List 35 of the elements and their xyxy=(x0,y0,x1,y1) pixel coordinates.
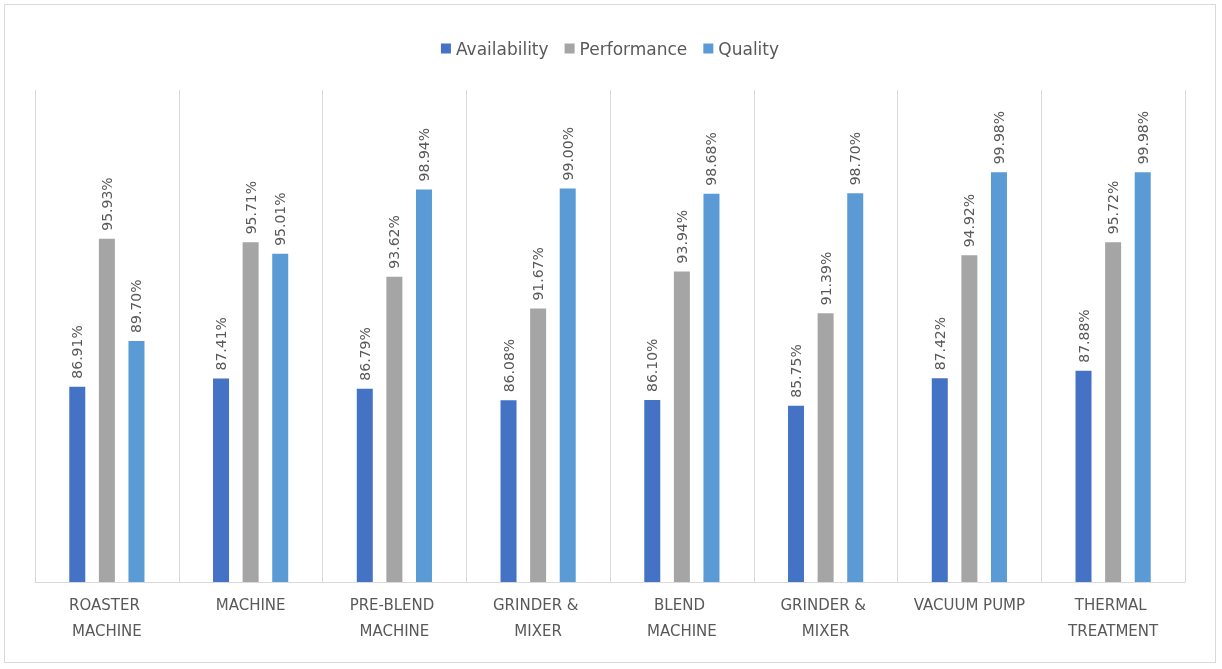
x-tick-label: MACHINE xyxy=(215,596,286,614)
data-label: 95.93% xyxy=(98,177,115,231)
data-label: 86.79% xyxy=(356,327,373,381)
data-label: 85.75% xyxy=(788,344,805,398)
data-label: 93.62% xyxy=(386,215,403,269)
data-label: 87.41% xyxy=(213,317,230,371)
data-label: 86.91% xyxy=(69,325,86,379)
data-label: 98.70% xyxy=(847,131,864,186)
x-tick-label: GRINDER & MIXER xyxy=(780,596,871,640)
data-label: 98.94% xyxy=(415,127,432,182)
data-label: 95.01% xyxy=(272,192,289,246)
legend-label: Availability xyxy=(455,38,549,59)
data-label: 93.94% xyxy=(673,209,690,264)
data-label: 99.98% xyxy=(990,110,1007,165)
x-tick-label: GRINDER & MIXER xyxy=(492,596,584,640)
data-label: 98.68% xyxy=(703,132,720,186)
data-label: 95.72% xyxy=(1105,180,1122,235)
x-tick-label: BLEND MACHINE xyxy=(646,596,717,640)
legend-label: Quality xyxy=(718,38,780,59)
x-tick-label: THERMAL TREATMENT xyxy=(1067,596,1160,640)
data-label: 91.67% xyxy=(530,247,547,301)
data-label: 91.39% xyxy=(817,251,834,306)
data-label: 99.00% xyxy=(559,127,576,181)
x-tick-label: VACUUM PUMP xyxy=(913,596,1026,614)
data-label: 87.88% xyxy=(1075,309,1092,363)
data-label: 89.70% xyxy=(128,279,145,333)
data-label: 94.92% xyxy=(961,193,978,248)
legend-label: Performance xyxy=(579,38,688,59)
data-label: 86.08% xyxy=(500,338,517,393)
x-tick-label: PRE-BLEND MACHINE xyxy=(349,596,440,640)
data-label: 87.42% xyxy=(931,316,948,371)
data-label: 86.10% xyxy=(644,338,661,392)
x-tick-label: ROASTER MACHINE xyxy=(69,596,145,640)
data-label: 95.71% xyxy=(242,180,259,235)
data-label: 99.98% xyxy=(1134,110,1151,165)
